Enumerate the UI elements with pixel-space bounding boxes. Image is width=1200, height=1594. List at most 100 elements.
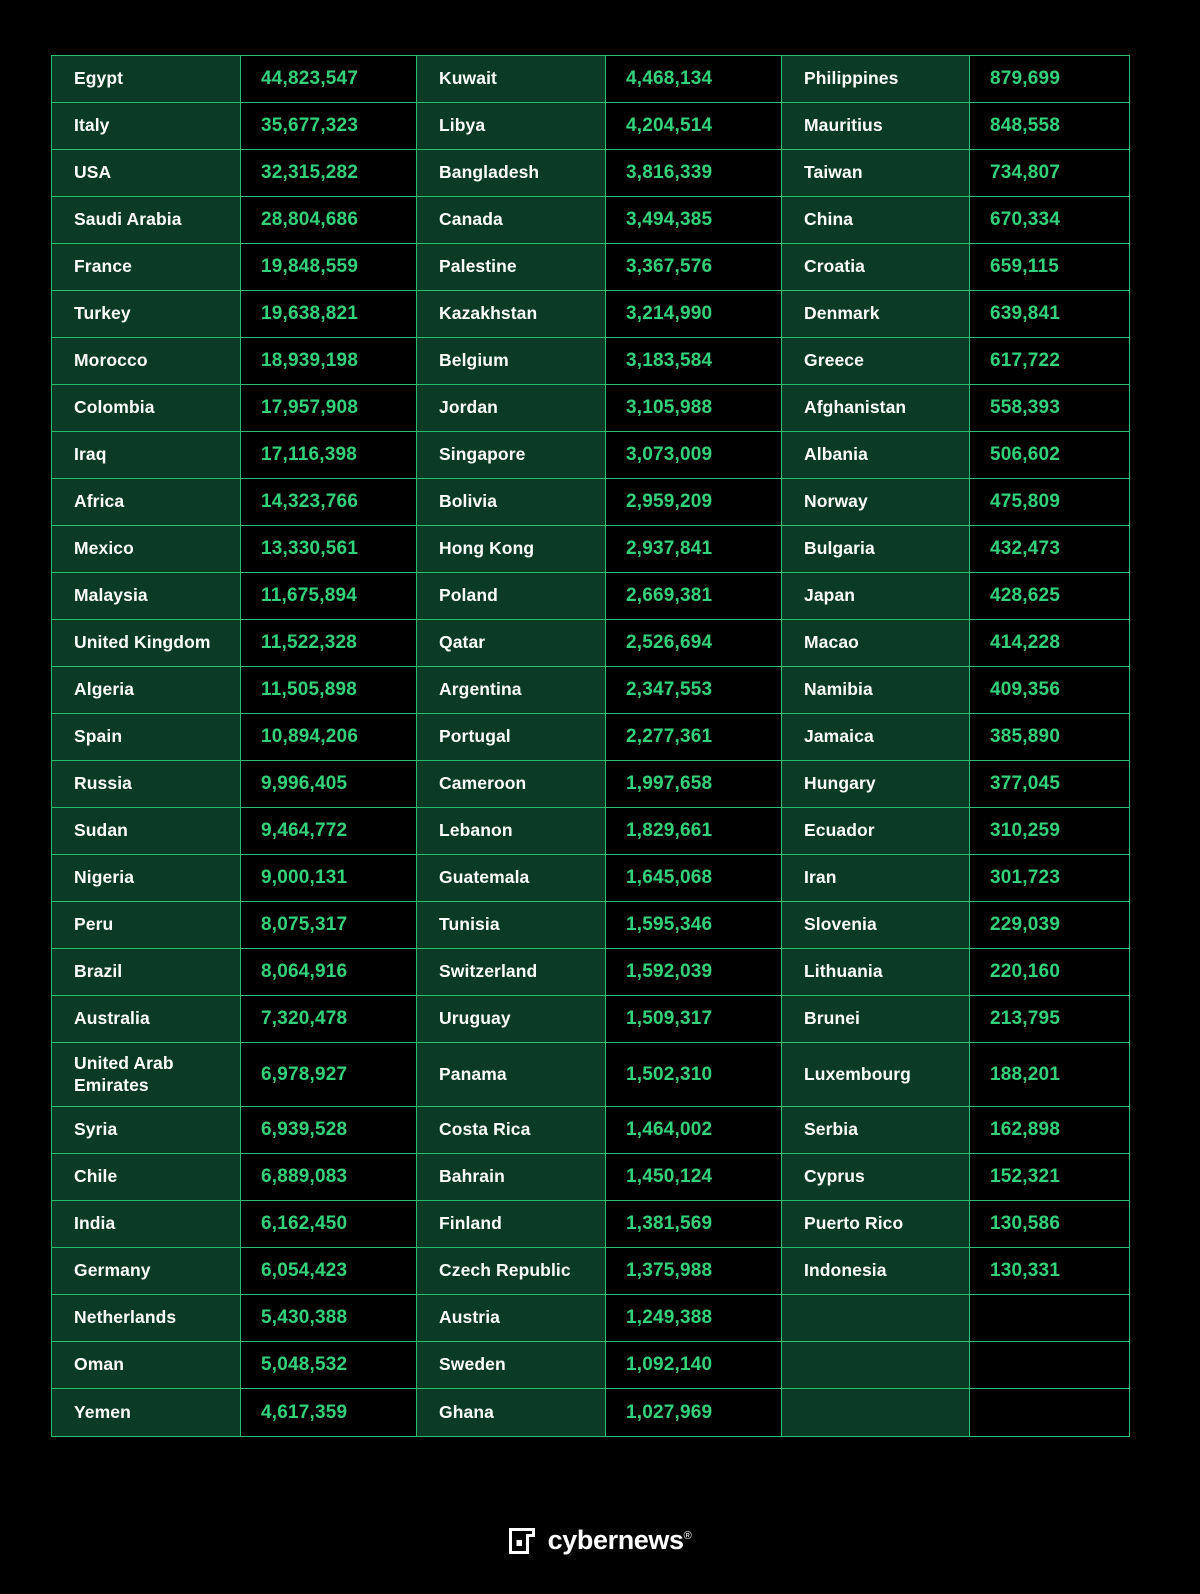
count-value-cell: 3,073,009 (606, 432, 781, 478)
count-value-cell: 162,898 (970, 1107, 1129, 1153)
table-row: Peru 8,075,317 (52, 902, 416, 949)
table-row: Ghana 1,027,969 (417, 1389, 781, 1436)
count-value-cell: 2,959,209 (606, 479, 781, 525)
country-name-cell: Austria (417, 1295, 606, 1341)
table-row: Namibia 409,356 (782, 667, 1129, 714)
count-value-cell: 13,330,561 (241, 526, 416, 572)
table-row: Jamaica 385,890 (782, 714, 1129, 761)
count-value-cell: 2,347,553 (606, 667, 781, 713)
table-row: Afghanistan 558,393 (782, 385, 1129, 432)
count-value-cell: 9,464,772 (241, 808, 416, 854)
table-row: USA 32,315,282 (52, 150, 416, 197)
table-row: Philippines 879,699 (782, 56, 1129, 103)
table-row: Kuwait 4,468,134 (417, 56, 781, 103)
count-value-cell: 5,430,388 (241, 1295, 416, 1341)
count-value-cell: 1,502,310 (606, 1043, 781, 1106)
table-row (782, 1342, 1129, 1389)
count-value-cell: 188,201 (970, 1043, 1129, 1106)
country-name-cell: Oman (52, 1342, 241, 1388)
count-value-cell: 3,214,990 (606, 291, 781, 337)
table-row: Africa 14,323,766 (52, 479, 416, 526)
country-name-cell: Cyprus (782, 1154, 970, 1200)
table-row: Cameroon 1,997,658 (417, 761, 781, 808)
table-row: Puerto Rico 130,586 (782, 1201, 1129, 1248)
country-name-cell: Guatemala (417, 855, 606, 901)
country-name-cell: Cameroon (417, 761, 606, 807)
count-value-cell: 14,323,766 (241, 479, 416, 525)
table-row: Germany 6,054,423 (52, 1248, 416, 1295)
count-value-cell: 6,978,927 (241, 1043, 416, 1106)
country-name-cell: Jamaica (782, 714, 970, 760)
table-row: Mauritius 848,558 (782, 103, 1129, 150)
country-name-cell: United Kingdom (52, 620, 241, 666)
country-name-cell: Brazil (52, 949, 241, 995)
count-value-cell: 1,375,988 (606, 1248, 781, 1294)
country-name-cell: Africa (52, 479, 241, 525)
table-row: Bangladesh 3,816,339 (417, 150, 781, 197)
country-name-cell: Qatar (417, 620, 606, 666)
count-value-cell: 475,809 (970, 479, 1129, 525)
cybernews-logo: cybernews® (508, 1525, 692, 1556)
table-row: United Arab Emirates 6,978,927 (52, 1043, 416, 1107)
count-value-cell: 734,807 (970, 150, 1129, 196)
table-row: India 6,162,450 (52, 1201, 416, 1248)
table-row: Lithuania 220,160 (782, 949, 1129, 996)
country-name-cell: Tunisia (417, 902, 606, 948)
table-row: Japan 428,625 (782, 573, 1129, 620)
count-value-cell: 220,160 (970, 949, 1129, 995)
count-value-cell: 1,092,140 (606, 1342, 781, 1388)
count-value-cell: 2,277,361 (606, 714, 781, 760)
table-row: Singapore 3,073,009 (417, 432, 781, 479)
country-name-cell: Hungary (782, 761, 970, 807)
country-name-cell: Bolivia (417, 479, 606, 525)
count-value-cell: 409,356 (970, 667, 1129, 713)
count-value-cell (970, 1389, 1129, 1436)
table-row: Malaysia 11,675,894 (52, 573, 416, 620)
table-row: Libya 4,204,514 (417, 103, 781, 150)
country-name-cell: Taiwan (782, 150, 970, 196)
count-value-cell: 8,064,916 (241, 949, 416, 995)
count-value-cell: 1,450,124 (606, 1154, 781, 1200)
table-row: Macao 414,228 (782, 620, 1129, 667)
country-name-cell: Netherlands (52, 1295, 241, 1341)
count-value-cell: 879,699 (970, 56, 1129, 102)
count-value-cell: 3,105,988 (606, 385, 781, 431)
country-name-cell: Malaysia (52, 573, 241, 619)
table-row: Serbia 162,898 (782, 1107, 1129, 1154)
count-value-cell: 428,625 (970, 573, 1129, 619)
country-name-cell: Syria (52, 1107, 241, 1153)
table-row: Australia 7,320,478 (52, 996, 416, 1043)
country-name-cell: Luxembourg (782, 1043, 970, 1106)
table-row: Russia 9,996,405 (52, 761, 416, 808)
table-block-1: Egypt 44,823,547 Italy 35,677,323 USA 32,315,… (52, 56, 417, 1436)
table-row: Yemen 4,617,359 (52, 1389, 416, 1436)
country-name-cell: Croatia (782, 244, 970, 290)
country-name-cell: Canada (417, 197, 606, 243)
cybernews-wordmark: cybernews® (548, 1525, 692, 1556)
table-row: Tunisia 1,595,346 (417, 902, 781, 949)
count-value-cell: 44,823,547 (241, 56, 416, 102)
table-row: Iraq 17,116,398 (52, 432, 416, 479)
table-row: Nigeria 9,000,131 (52, 855, 416, 902)
table-row: Austria 1,249,388 (417, 1295, 781, 1342)
count-value-cell: 617,722 (970, 338, 1129, 384)
table-row: Morocco 18,939,198 (52, 338, 416, 385)
country-name-cell: Slovenia (782, 902, 970, 948)
country-name-cell: France (52, 244, 241, 290)
count-value-cell: 130,586 (970, 1201, 1129, 1247)
country-name-cell: Mauritius (782, 103, 970, 149)
count-value-cell: 670,334 (970, 197, 1129, 243)
count-value-cell: 9,996,405 (241, 761, 416, 807)
country-name-cell: Macao (782, 620, 970, 666)
table-row: Sudan 9,464,772 (52, 808, 416, 855)
count-value-cell: 659,115 (970, 244, 1129, 290)
country-name-cell: Palestine (417, 244, 606, 290)
count-value-cell: 152,321 (970, 1154, 1129, 1200)
country-name-cell: Kazakhstan (417, 291, 606, 337)
country-name-cell: Turkey (52, 291, 241, 337)
footer: cybernews® (0, 1487, 1200, 1594)
table-row: Albania 506,602 (782, 432, 1129, 479)
country-name-cell: Panama (417, 1043, 606, 1106)
table-row: Syria 6,939,528 (52, 1107, 416, 1154)
table-row: Egypt 44,823,547 (52, 56, 416, 103)
